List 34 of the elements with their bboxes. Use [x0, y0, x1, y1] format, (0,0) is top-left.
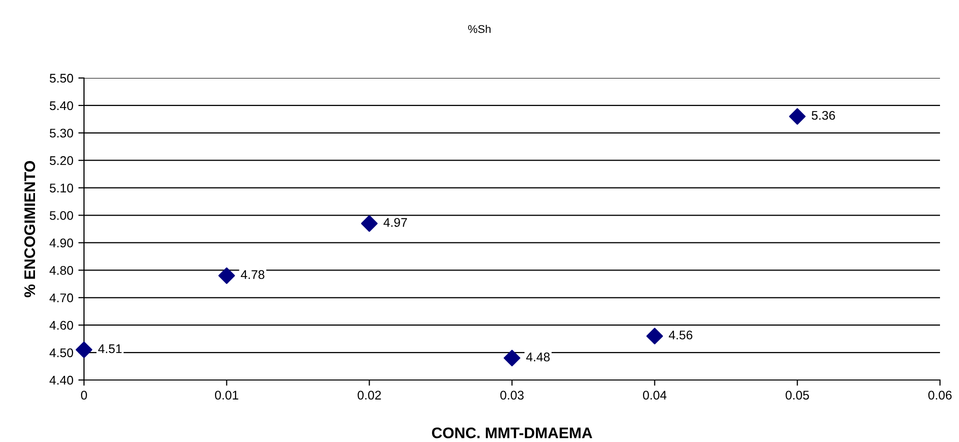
- x-tick-label: 0.05: [786, 390, 809, 400]
- y-tick-label: 5.20: [50, 156, 74, 166]
- point: [789, 108, 806, 125]
- data-label: 4.78: [240, 270, 264, 280]
- data-label: 4.51: [98, 344, 122, 354]
- y-axis-title: % ENCOGIMIENTO: [24, 161, 36, 298]
- y-tick-label: 4.60: [50, 320, 74, 330]
- data-label: 4.48: [526, 352, 550, 362]
- x-tick-label: 0.03: [500, 390, 524, 400]
- y-tick-label: 5.40: [50, 101, 74, 110]
- x-tick-label: 0.04: [642, 390, 666, 400]
- y-tick-label: 4.70: [50, 293, 74, 302]
- x-tick-label: 0: [81, 390, 87, 400]
- y-tick-label: 5.10: [50, 184, 74, 192]
- y-tick-label: 4.50: [50, 348, 74, 358]
- chart-title: %Sh: [468, 24, 491, 33]
- point: [646, 328, 663, 344]
- point: [361, 215, 378, 232]
- x-axis-title: CONC. MMT-DMAEMA: [432, 427, 592, 438]
- x-tick-label: 0.02: [358, 390, 381, 400]
- y-tick-label: 4.80: [50, 266, 74, 275]
- point: [76, 342, 92, 358]
- y-tick-label: 5.50: [50, 74, 74, 83]
- point: [504, 350, 520, 366]
- y-tick-label: 5.00: [50, 211, 74, 220]
- point: [218, 267, 235, 284]
- data-label: 5.36: [812, 110, 835, 120]
- y-tick-label: 4.40: [50, 376, 74, 385]
- x-tick-label: 0.06: [928, 390, 952, 400]
- x-tick-label: 0.01: [214, 390, 238, 400]
- data-label: 4.56: [668, 330, 692, 340]
- data-label: 4.97: [384, 218, 407, 227]
- y-tick-label: 5.30: [50, 128, 74, 138]
- y-tick-label: 4.90: [50, 238, 74, 248]
